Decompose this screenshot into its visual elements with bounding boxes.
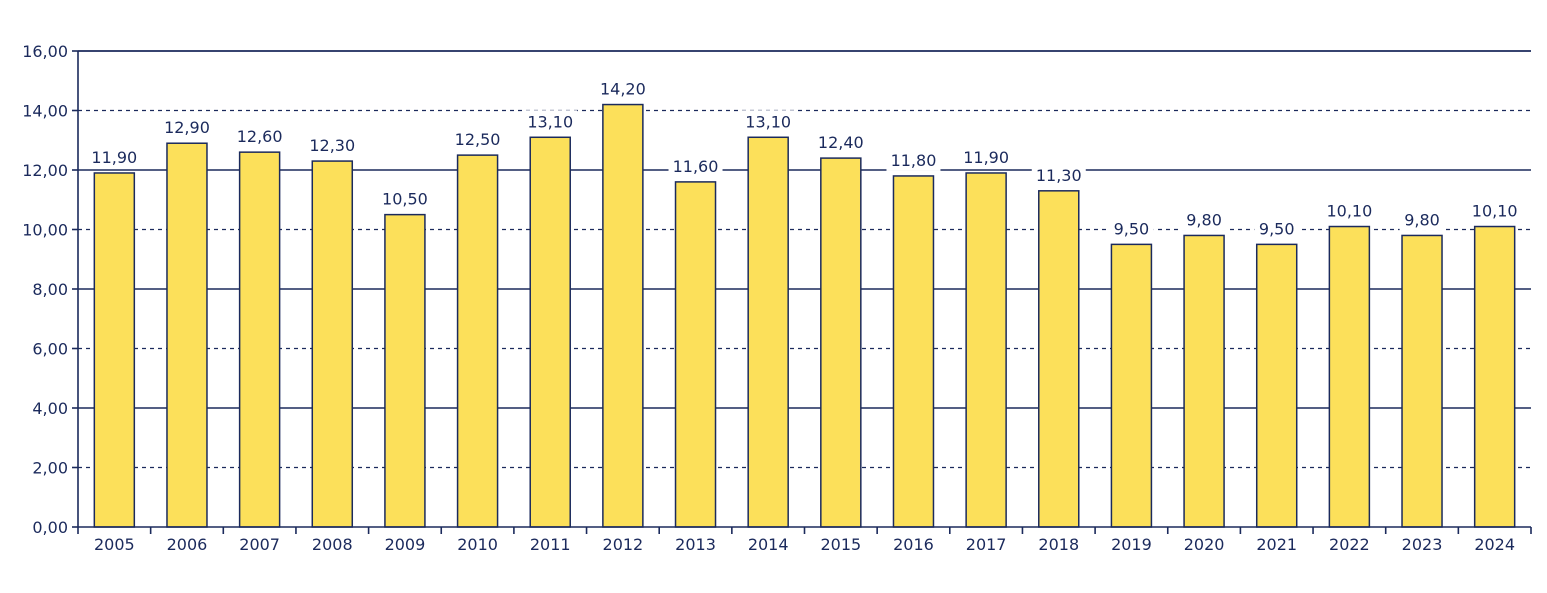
x-category-label: 2018 bbox=[1038, 535, 1079, 554]
data-label-background bbox=[305, 134, 360, 157]
data-label-background bbox=[813, 131, 868, 154]
bar bbox=[1255, 243, 1298, 528]
y-tick-label: 10,00 bbox=[22, 221, 68, 240]
bars bbox=[93, 103, 1516, 528]
data-label: 11,60 bbox=[673, 157, 719, 176]
y-tick-label: 12,00 bbox=[22, 161, 68, 180]
x-category-label: 2023 bbox=[1402, 535, 1443, 554]
data-label-background bbox=[886, 148, 941, 171]
data-label-background bbox=[450, 128, 505, 151]
bar bbox=[238, 151, 281, 528]
x-category-label: 2005 bbox=[94, 535, 135, 554]
data-label-background bbox=[377, 187, 432, 210]
data-label: 9,80 bbox=[1186, 210, 1222, 229]
axes bbox=[72, 50, 1532, 534]
data-label: 11,90 bbox=[91, 148, 137, 167]
data-label-background bbox=[1467, 199, 1522, 222]
x-category-label: 2017 bbox=[966, 535, 1007, 554]
bar bbox=[1328, 225, 1371, 528]
data-label: 11,90 bbox=[963, 148, 1009, 167]
data-label: 9,50 bbox=[1114, 219, 1150, 238]
grid-lines bbox=[78, 50, 1531, 469]
bar bbox=[456, 154, 499, 528]
data-label: 12,90 bbox=[164, 118, 210, 137]
y-tick-label: 14,00 bbox=[22, 102, 68, 121]
data-label-background bbox=[1254, 217, 1300, 240]
data-label-background bbox=[159, 116, 214, 139]
x-category-label: 2013 bbox=[675, 535, 716, 554]
data-label: 9,80 bbox=[1404, 210, 1440, 229]
x-category-label: 2009 bbox=[385, 535, 426, 554]
x-category-label: 2020 bbox=[1184, 535, 1225, 554]
data-label: 13,10 bbox=[745, 112, 791, 131]
bar bbox=[1183, 234, 1225, 528]
x-category-label: 2010 bbox=[457, 535, 498, 554]
x-category-label: 2006 bbox=[167, 535, 208, 554]
bar bbox=[1473, 225, 1516, 528]
x-category-label: 2014 bbox=[748, 535, 789, 554]
y-axis-tick-labels: 0,00 2,00 4,00 6,00 8,00 10,00 12,00 14,00 16,00 bbox=[22, 42, 68, 537]
x-axis-category-labels: 2005 2006 2007 2008 2009 2010 2011 2012 2013 2014… bbox=[94, 535, 1515, 554]
data-label-background bbox=[1322, 199, 1377, 222]
bar bbox=[602, 103, 644, 528]
data-label: 10,10 bbox=[1472, 202, 1518, 221]
bar bbox=[93, 172, 136, 528]
bar bbox=[674, 181, 717, 528]
data-label-background bbox=[595, 77, 650, 100]
y-tick-label: 4,00 bbox=[32, 399, 68, 418]
data-label-background bbox=[959, 145, 1014, 168]
data-label: 12,30 bbox=[309, 136, 355, 155]
x-category-label: 2024 bbox=[1474, 535, 1515, 554]
bar bbox=[529, 136, 571, 528]
x-category-label: 2021 bbox=[1256, 535, 1297, 554]
data-label-background bbox=[1399, 208, 1445, 231]
data-label: 12,50 bbox=[455, 130, 501, 149]
y-tick-label: 6,00 bbox=[32, 340, 68, 359]
data-label-background bbox=[668, 154, 723, 177]
data-label: 10,50 bbox=[382, 190, 428, 209]
x-category-label: 2012 bbox=[603, 535, 644, 554]
bar bbox=[965, 172, 1007, 528]
data-label-background bbox=[1181, 208, 1227, 231]
data-label: 12,40 bbox=[818, 133, 864, 152]
data-label: 10,10 bbox=[1326, 202, 1372, 221]
data-label-background bbox=[87, 145, 142, 168]
bar bbox=[1401, 234, 1443, 528]
bar bbox=[820, 157, 862, 528]
bar bbox=[1110, 243, 1153, 528]
x-category-label: 2015 bbox=[820, 535, 861, 554]
x-category-label: 2007 bbox=[239, 535, 280, 554]
data-label: 14,20 bbox=[600, 80, 646, 99]
y-tick-label: 8,00 bbox=[32, 280, 68, 299]
data-labels: 11,90 12,90 12,60 12,30 10,50 12,50 13,10 14,20… bbox=[87, 77, 1522, 240]
data-label: 11,80 bbox=[891, 151, 937, 170]
y-tick-label: 0,00 bbox=[32, 518, 68, 537]
y-tick-label: 2,00 bbox=[32, 459, 68, 478]
bar bbox=[166, 142, 208, 528]
bar bbox=[311, 160, 354, 528]
data-label-background bbox=[523, 110, 578, 133]
x-category-label: 2019 bbox=[1111, 535, 1152, 554]
x-category-label: 2008 bbox=[312, 535, 353, 554]
x-category-label: 2022 bbox=[1329, 535, 1370, 554]
data-label-background bbox=[232, 125, 287, 148]
y-tick-label: 16,00 bbox=[22, 42, 68, 61]
data-label: 13,10 bbox=[527, 112, 573, 131]
x-category-label: 2016 bbox=[893, 535, 934, 554]
x-category-label: 2011 bbox=[530, 535, 571, 554]
bar bbox=[384, 213, 426, 528]
data-label-background bbox=[1109, 217, 1154, 240]
data-label: 9,50 bbox=[1259, 219, 1295, 238]
data-label-background bbox=[741, 110, 796, 133]
data-label: 11,30 bbox=[1036, 166, 1082, 185]
data-label: 12,60 bbox=[237, 127, 283, 146]
data-label-background bbox=[1031, 163, 1086, 186]
bar bbox=[1038, 190, 1080, 528]
bar bbox=[747, 136, 789, 528]
bar bbox=[892, 175, 935, 528]
